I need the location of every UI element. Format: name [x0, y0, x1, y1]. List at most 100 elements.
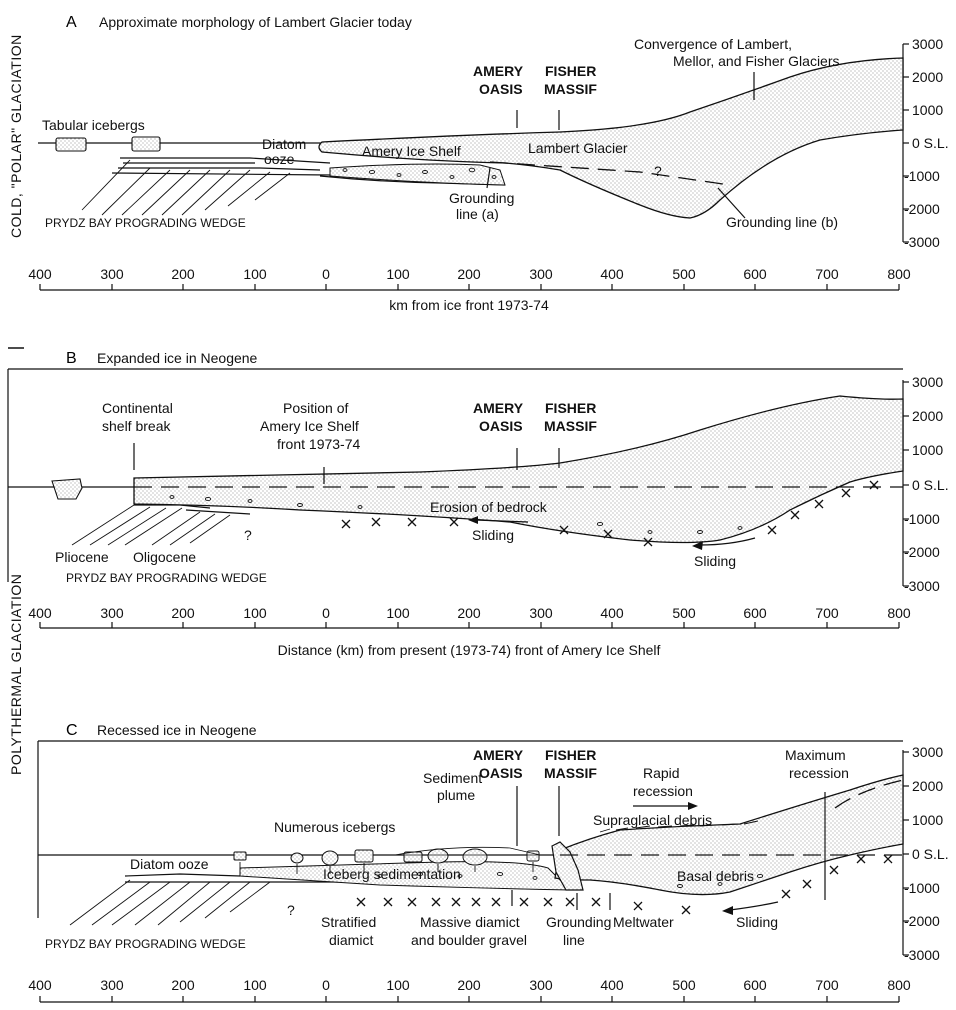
label-oasis: OASIS: [479, 418, 523, 434]
x-tick-label: 700: [815, 605, 839, 621]
label-wedge: PRYDZ BAY PROGRADING WEDGE: [45, 216, 246, 230]
y-tick-label: -2000: [904, 544, 940, 560]
panel-b-letter: B: [66, 350, 77, 367]
side-label-polythermal: POLYTHERMAL GLACIATION: [8, 574, 24, 775]
label-shelf-break-2: shelf break: [102, 418, 171, 434]
prograding-wedge: [71, 504, 251, 546]
icebergs: [233, 848, 540, 866]
x-tick-label: 400: [28, 977, 52, 993]
label-sliding-2: Sliding: [694, 553, 736, 569]
x-tick-label: 200: [457, 605, 481, 621]
label-grounding-2: line: [563, 932, 585, 948]
y-tick-label: -2000: [904, 201, 940, 217]
y-tick-label: -3000: [904, 234, 940, 250]
label-sediment: Sediment: [423, 770, 482, 786]
panel-b-x-title: Distance (km) from present (1973-74) fro…: [278, 642, 661, 658]
panel-c-x-axis: 400 300 200 100 0 100 200 300 400 500 60…: [28, 977, 911, 1003]
max-recession-dashed: [834, 779, 904, 809]
label-iceberg-sed: Iceberg sedimentation: [323, 866, 461, 882]
label-basal: Basal debris: [677, 868, 754, 884]
x-tick-label: 300: [529, 266, 553, 282]
label-oasis: OASIS: [479, 765, 523, 781]
x-tick-label: 400: [600, 605, 624, 621]
tabular-iceberg: [55, 137, 87, 152]
x-tick-label: 600: [743, 977, 767, 993]
label-grounding-a-2: line (a): [456, 206, 499, 222]
x-tick-label: 100: [386, 977, 410, 993]
y-tick-label: -2000: [904, 913, 940, 929]
prograding-wedge: [69, 873, 460, 926]
x-tick-label: 800: [887, 605, 911, 621]
x-tick-label: 0: [322, 605, 330, 621]
fisher-massif-outcrop: [551, 841, 584, 891]
label-oasis: OASIS: [479, 81, 523, 97]
panel-a-x-axis: 400 300 200 100 0 100 200 300 400 500 60…: [28, 266, 911, 313]
label-position-2: Amery Ice Shelf: [260, 418, 359, 434]
label-amery: AMERY: [473, 63, 524, 79]
y-tick-label: 1000: [912, 812, 943, 828]
x-tick-label: 600: [743, 605, 767, 621]
bedrock-erosion-marks: [341, 480, 879, 547]
label-question: ?: [654, 163, 662, 179]
label-fisher: FISHER: [545, 747, 596, 763]
label-stratified-2: diamict: [329, 932, 373, 948]
glacier-ice: [133, 395, 904, 544]
label-sliding: Sliding: [736, 914, 778, 930]
sediment-lens: [329, 163, 506, 186]
label-wedge: PRYDZ BAY PROGRADING WEDGE: [45, 937, 246, 951]
label-question: ?: [287, 902, 295, 918]
x-tick-label: 100: [243, 605, 267, 621]
panel-c-letter: C: [66, 722, 78, 739]
y-tick-label: 0 S.L.: [912, 846, 949, 862]
label-oligocene: Oligocene: [133, 549, 196, 565]
label-stratified: Stratified: [321, 914, 376, 930]
gravel-stones: [169, 495, 743, 534]
sediment-plume: [394, 846, 541, 856]
label-fisher: FISHER: [545, 400, 596, 416]
x-tick-label: 600: [743, 266, 767, 282]
y-tick-label: -1000: [904, 168, 940, 184]
y-tick-label: 0 S.L.: [912, 477, 949, 493]
x-tick-label: 200: [171, 266, 195, 282]
x-tick-label: 700: [815, 977, 839, 993]
x-tick-label: 400: [600, 977, 624, 993]
x-tick-label: 300: [100, 266, 124, 282]
x-tick-label: 0: [322, 266, 330, 282]
label-numerous: Numerous icebergs: [274, 819, 395, 835]
sliding-arrow: [699, 537, 756, 546]
y-tick-label: 3000: [912, 374, 943, 390]
label-grounding: Grounding: [546, 914, 611, 930]
x-tick-label: 100: [243, 977, 267, 993]
label-massif: MASSIF: [544, 81, 597, 97]
label-diatom-ooze: Diatom ooze: [130, 856, 209, 872]
panel-c-y-axis: 3000 2000 1000 0 S.L. -1000 -2000 -3000: [902, 744, 949, 963]
label-grounding-b: Grounding line (b): [726, 214, 838, 230]
x-tick-label: 200: [457, 977, 481, 993]
panel-a: A Approximate morphology of Lambert Glac…: [28, 14, 948, 313]
x-tick-label: 300: [100, 977, 124, 993]
y-tick-label: 2000: [912, 778, 943, 794]
label-sliding: Sliding: [472, 527, 514, 543]
label-rapid: Rapid: [643, 765, 680, 781]
label-pliocene: Pliocene: [55, 549, 109, 565]
panel-a-y-axis: 3000 2000 1000 0 S.L. -1000 -2000 -3000: [902, 36, 949, 250]
y-tick-label: 1000: [912, 442, 943, 458]
panel-b-y-axis: 3000 2000 1000 0 S.L. -1000 -2000 -3000: [902, 374, 949, 594]
sea-level-dashed: [489, 161, 731, 186]
x-tick-label: 500: [672, 266, 696, 282]
sedimentation-arrows: [239, 862, 534, 874]
x-tick-label: 800: [887, 977, 911, 993]
x-tick-label: 800: [887, 266, 911, 282]
label-rapid-2: recession: [633, 783, 693, 799]
label-erosion: Erosion of bedrock: [430, 499, 548, 515]
x-tick-label: 400: [600, 266, 624, 282]
x-tick-label: 400: [28, 605, 52, 621]
sliding-arrow: [474, 519, 529, 523]
bedrock-erosion-marks: [356, 854, 893, 915]
label-grounding-a: Grounding: [449, 190, 514, 206]
glacier-ice: [318, 57, 904, 219]
prograding-wedge: [81, 157, 331, 216]
x-tick-label: 300: [100, 605, 124, 621]
supraglacial-debris: [599, 820, 759, 833]
